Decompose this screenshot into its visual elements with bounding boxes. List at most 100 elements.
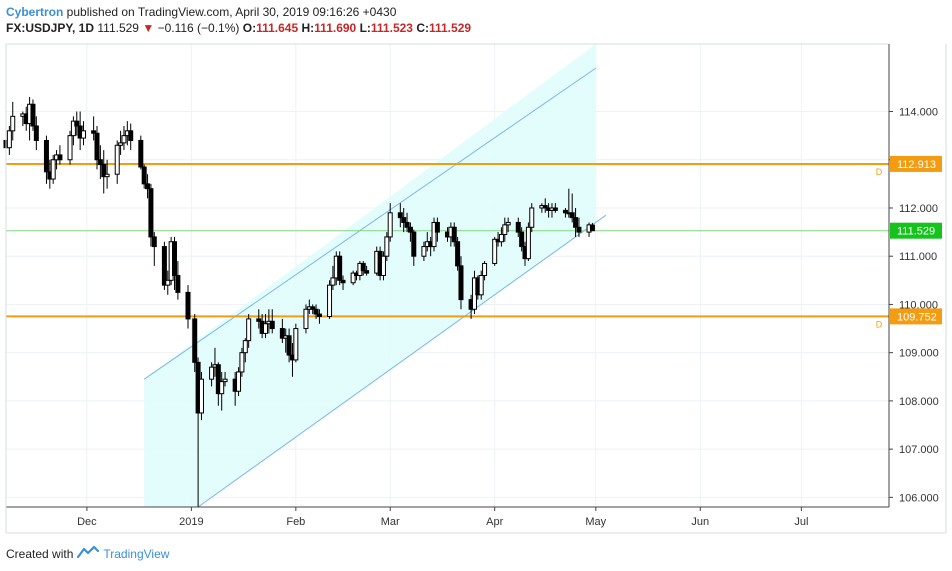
ohlc-line: FX:USDJPY, 1D 111.529 ▼ −0.116 (−0.1%) O… (6, 20, 471, 36)
candle (542, 205, 548, 209)
author-link[interactable]: Cybertron (6, 5, 64, 19)
chart-header: Cybertron published on TradingView.com, … (6, 4, 471, 36)
candle (172, 241, 178, 276)
open-label: O: (242, 21, 257, 35)
candle (492, 238, 498, 264)
candle (401, 217, 407, 223)
candle (502, 224, 508, 236)
low-label: L: (359, 21, 371, 35)
x-tick-label: Apr (486, 516, 503, 528)
publish-line: Cybertron published on TradingView.com, … (6, 4, 471, 20)
last-price: 111.529 (97, 21, 139, 35)
candle (337, 255, 343, 281)
candle (30, 103, 36, 127)
candle (185, 291, 191, 320)
channel-lower-line (197, 214, 607, 508)
level-marker: D (876, 319, 883, 329)
created-with-label: Created with (6, 546, 74, 561)
y-tick-label: 114.000 (899, 107, 938, 119)
candle (330, 277, 336, 286)
candle (303, 308, 309, 330)
candle (67, 135, 73, 161)
y-tick-label: 107.000 (899, 444, 939, 456)
candle (70, 120, 76, 137)
candle (114, 144, 120, 175)
candle (293, 328, 299, 361)
candle (141, 166, 147, 185)
x-tick-label: Jul (794, 516, 808, 528)
down-arrow-icon: ▼ (142, 21, 155, 35)
level-badge-label: 112.913 (897, 159, 936, 171)
candle (33, 125, 39, 141)
candle (552, 207, 558, 211)
candle (364, 270, 370, 274)
close-label: C: (416, 21, 429, 35)
candle (43, 139, 49, 173)
candle (380, 255, 386, 277)
footer: Created with TradingView (6, 545, 169, 562)
level-badge (890, 308, 942, 325)
low-value: 111.523 (370, 21, 413, 35)
candle (519, 231, 525, 248)
candle (562, 209, 568, 214)
candle (313, 308, 319, 315)
candle (515, 221, 521, 233)
candle (222, 378, 228, 383)
candle (576, 226, 582, 233)
y-tick-label: 111.000 (899, 251, 937, 263)
candle (407, 226, 413, 233)
candle (256, 318, 262, 322)
candle (384, 236, 390, 257)
price-chart[interactable]: DD114.000113.000112.000111.000110.000109… (0, 0, 952, 540)
candle (151, 236, 157, 248)
current-price-badge (890, 222, 942, 239)
x-tick-label: May (585, 516, 606, 528)
high-value: 111.690 (314, 21, 357, 35)
level-badge-label: 109.752 (897, 311, 937, 323)
open-value: 111.645 (256, 21, 299, 35)
candle (269, 320, 275, 330)
candle (482, 262, 488, 277)
candle (104, 173, 110, 178)
candle (175, 275, 181, 293)
candle (310, 306, 316, 310)
change-value: −0.116 (−0.1%) (157, 21, 240, 35)
candle (525, 226, 531, 260)
candle (360, 262, 366, 272)
y-tick-label: 108.000 (899, 396, 939, 408)
candle (215, 364, 221, 395)
candle (219, 381, 225, 395)
candle (10, 115, 16, 132)
candle (431, 221, 437, 248)
current-price-label: 111.529 (897, 226, 935, 238)
candle (455, 241, 461, 267)
candle (161, 246, 167, 286)
tradingview-brand[interactable]: TradingView (103, 546, 170, 561)
candle (239, 352, 245, 373)
candle (573, 217, 579, 228)
candle (478, 275, 484, 296)
x-tick-label: 2019 (179, 516, 203, 528)
candle (411, 231, 417, 257)
candle (421, 246, 427, 257)
level-badge (890, 155, 942, 172)
channel-upper-line (143, 67, 597, 380)
y-tick-label: 106.000 (899, 492, 939, 504)
candle (589, 224, 595, 232)
candle (192, 318, 198, 363)
candle (145, 183, 151, 190)
candle (498, 234, 504, 243)
x-tick-label: Jun (691, 516, 709, 528)
candle (128, 130, 134, 141)
candle (121, 135, 127, 144)
level-marker: D (876, 167, 883, 177)
candle (101, 164, 107, 178)
high-label: H: (301, 21, 315, 35)
candle (165, 279, 171, 286)
candle (279, 328, 285, 339)
candle (209, 366, 215, 380)
candle (529, 207, 535, 228)
y-tick-label: 109.000 (899, 348, 939, 360)
candle (404, 221, 410, 228)
candle (263, 323, 269, 334)
